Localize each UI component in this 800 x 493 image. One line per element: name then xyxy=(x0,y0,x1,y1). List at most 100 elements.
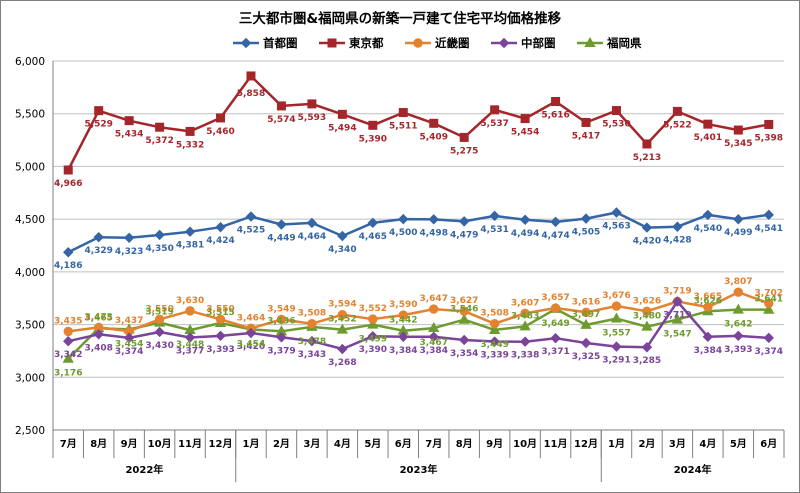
x-tick-label: 7月 xyxy=(60,438,77,450)
legend-item: 首都圏 xyxy=(233,36,298,50)
data-label: 3,393 xyxy=(206,345,234,355)
data-point xyxy=(611,207,622,218)
legend-item: 福岡県 xyxy=(577,36,642,50)
y-tick-label: 3,500 xyxy=(15,320,45,332)
data-point xyxy=(185,126,195,136)
data-label: 3,676 xyxy=(602,291,630,301)
data-label: 5,858 xyxy=(237,89,265,99)
data-point xyxy=(763,209,774,221)
y-tick-label: 4,000 xyxy=(15,267,45,279)
data-label: 3,465 xyxy=(84,313,112,323)
data-label: 3,384 xyxy=(694,346,722,356)
y-tick-label: 4,500 xyxy=(15,214,45,226)
data-point xyxy=(398,310,408,320)
data-point xyxy=(367,217,379,229)
data-point xyxy=(732,303,744,314)
legend-marker xyxy=(240,37,252,49)
y-axis-ticks: 2,500 3,000 3,500 4,000 4,500 5,000 5,500 6,000 xyxy=(15,56,45,437)
legend-label: 福岡県 xyxy=(606,36,642,50)
x-tick-label: 6月 xyxy=(760,438,777,450)
data-label: 4,505 xyxy=(572,228,600,238)
data-label: 4,494 xyxy=(511,229,539,239)
data-point xyxy=(489,210,500,222)
data-label: 3,515 xyxy=(206,308,234,318)
data-point xyxy=(246,71,256,81)
data-point xyxy=(367,318,379,329)
x-tick-label: 11月 xyxy=(544,438,568,450)
data-point xyxy=(550,216,561,228)
data-point xyxy=(581,117,591,127)
data-point xyxy=(551,96,561,106)
data-label: 5,434 xyxy=(115,130,143,140)
x-tick-label: 2月 xyxy=(273,438,290,450)
data-label: 3,590 xyxy=(389,300,417,310)
data-label: 3,291 xyxy=(602,356,630,366)
data-point xyxy=(398,108,408,118)
data-label: 3,176 xyxy=(54,369,82,379)
data-label: 4,340 xyxy=(328,245,356,255)
data-label: 3,607 xyxy=(511,298,539,308)
data-point xyxy=(733,125,743,135)
data-label: 3,626 xyxy=(694,296,722,306)
data-point xyxy=(611,341,622,352)
data-label: 5,417 xyxy=(572,131,600,141)
data-point xyxy=(459,306,469,316)
data-point xyxy=(215,221,226,233)
data-point xyxy=(428,322,440,333)
data-label: 3,508 xyxy=(480,309,508,319)
data-point xyxy=(337,309,348,320)
data-point xyxy=(307,99,317,109)
data-point xyxy=(337,343,348,355)
data-label: 3,483 xyxy=(511,311,539,321)
x-tick-label: 8月 xyxy=(456,438,473,450)
data-point xyxy=(337,109,347,119)
data-label: 3,354 xyxy=(450,349,478,359)
data-label: 5,537 xyxy=(480,119,508,129)
data-point xyxy=(63,165,73,175)
x-tick-label: 9月 xyxy=(121,438,138,450)
data-label: 4,465 xyxy=(359,232,387,242)
data-label: 3,519 xyxy=(145,308,173,318)
data-point xyxy=(671,313,684,324)
data-point xyxy=(93,231,104,243)
data-point xyxy=(733,330,744,342)
data-label: 3,473 xyxy=(84,312,112,322)
data-point xyxy=(580,213,592,224)
data-label: 3,497 xyxy=(572,310,600,320)
data-point xyxy=(550,303,561,313)
data-point xyxy=(367,330,379,342)
series-line xyxy=(67,300,769,351)
year-group-label: 2024年 xyxy=(674,463,712,476)
data-label: 3,343 xyxy=(298,350,326,360)
data-point xyxy=(703,302,713,312)
series-1 xyxy=(63,71,774,175)
data-point xyxy=(610,312,623,323)
data-label: 5,593 xyxy=(298,113,326,123)
data-point xyxy=(580,337,592,349)
data-label: 3,627 xyxy=(450,296,478,306)
data-label: 5,511 xyxy=(389,122,417,132)
legend-item: 近畿圏 xyxy=(405,36,470,50)
legend-marker xyxy=(327,38,337,48)
x-tick-label: 2月 xyxy=(638,438,655,450)
data-label: 4,966 xyxy=(54,179,82,189)
data-point xyxy=(641,342,653,353)
data-label: 3,594 xyxy=(328,300,356,310)
data-label: 3,499 xyxy=(359,335,387,345)
y-tick-label: 3,000 xyxy=(15,372,45,384)
data-point xyxy=(520,308,530,318)
data-point xyxy=(763,332,774,344)
data-point xyxy=(672,106,682,116)
data-point xyxy=(458,334,470,346)
data-point xyxy=(184,226,196,237)
data-label: 3,437 xyxy=(115,316,143,326)
data-point xyxy=(93,329,104,340)
data-label: 5,494 xyxy=(328,123,356,133)
data-label: 4,479 xyxy=(450,230,478,240)
y-tick-label: 5,000 xyxy=(15,161,45,173)
data-label: 4,381 xyxy=(176,241,204,251)
data-point xyxy=(398,213,409,225)
data-label: 4,474 xyxy=(541,231,569,241)
x-tick-label: 3月 xyxy=(669,438,686,450)
